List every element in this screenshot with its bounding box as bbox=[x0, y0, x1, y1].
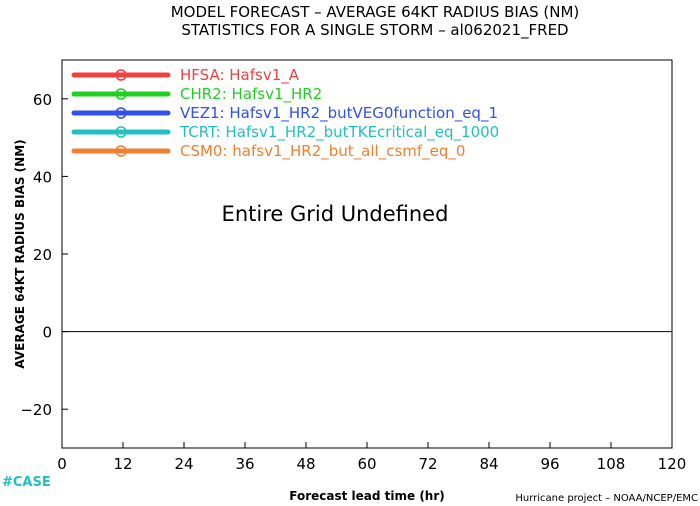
y-tick-label: 20 bbox=[33, 246, 52, 264]
x-tick-label: 12 bbox=[113, 455, 132, 473]
legend-label: HFSA: Hafsv1_A bbox=[180, 66, 300, 85]
y-tick-label: 60 bbox=[33, 91, 52, 109]
x-axis-label: Forecast lead time (hr) bbox=[289, 489, 445, 503]
legend-item: CSM0: hafsv1_HR2_but_all_csmf_eq_0 bbox=[71, 142, 465, 161]
chart-subtitle: STATISTICS FOR A SINGLE STORM – al062021… bbox=[181, 21, 568, 40]
legend-label: TCRT: Hafsv1_HR2_butTKEcritical_eq_1000 bbox=[179, 123, 499, 142]
y-axis-label: AVERAGE 64KT RADIUS BIAS (NM) bbox=[13, 139, 27, 368]
legend-marker-icon bbox=[115, 69, 127, 81]
legend-item: VEZ1: Hafsv1_HR2_butVEG0function_eq_1 bbox=[71, 104, 498, 123]
y-tick-label: 40 bbox=[33, 168, 52, 186]
no-data-annotation: Entire Grid Undefined bbox=[222, 202, 449, 226]
y-tick-label: 0 bbox=[42, 324, 52, 342]
y-axis: −20 0 20 40 60 bbox=[20, 91, 68, 419]
legend-label: VEZ1: Hafsv1_HR2_butVEG0function_eq_1 bbox=[180, 104, 498, 123]
x-tick-label: 36 bbox=[235, 455, 254, 473]
x-tick-label: 48 bbox=[296, 455, 315, 473]
x-tick-label: 60 bbox=[357, 455, 376, 473]
x-tick-label: 96 bbox=[540, 455, 559, 473]
legend-marker-icon bbox=[115, 145, 127, 157]
legend-label: CSM0: hafsv1_HR2_but_all_csmf_eq_0 bbox=[180, 142, 465, 161]
legend-item: HFSA: Hafsv1_A bbox=[71, 66, 300, 85]
y-tick-label: −20 bbox=[20, 401, 52, 419]
legend-label: CHR2: Hafsv1_HR2 bbox=[180, 85, 322, 104]
x-axis: 0 12 24 36 48 60 72 84 96 108 120 bbox=[57, 442, 686, 473]
legend-marker-icon bbox=[115, 126, 127, 138]
x-tick-label: 72 bbox=[418, 455, 437, 473]
x-tick-label: 108 bbox=[597, 455, 626, 473]
x-tick-label: 120 bbox=[658, 455, 687, 473]
legend-item: TCRT: Hafsv1_HR2_butTKEcritical_eq_1000 bbox=[71, 123, 499, 142]
chart-title: MODEL FORECAST – AVERAGE 64KT RADIUS BIA… bbox=[171, 3, 580, 21]
case-label: #CASE bbox=[2, 475, 51, 490]
x-tick-label: 84 bbox=[479, 455, 498, 473]
x-tick-label: 24 bbox=[174, 455, 193, 473]
x-tick-label: 0 bbox=[57, 455, 67, 473]
credit-label: Hurricane project – NOAA/NCEP/EMC bbox=[515, 493, 698, 504]
legend-marker-icon bbox=[115, 88, 127, 100]
legend-marker-icon bbox=[115, 107, 127, 119]
legend-item: CHR2: Hafsv1_HR2 bbox=[71, 85, 322, 104]
